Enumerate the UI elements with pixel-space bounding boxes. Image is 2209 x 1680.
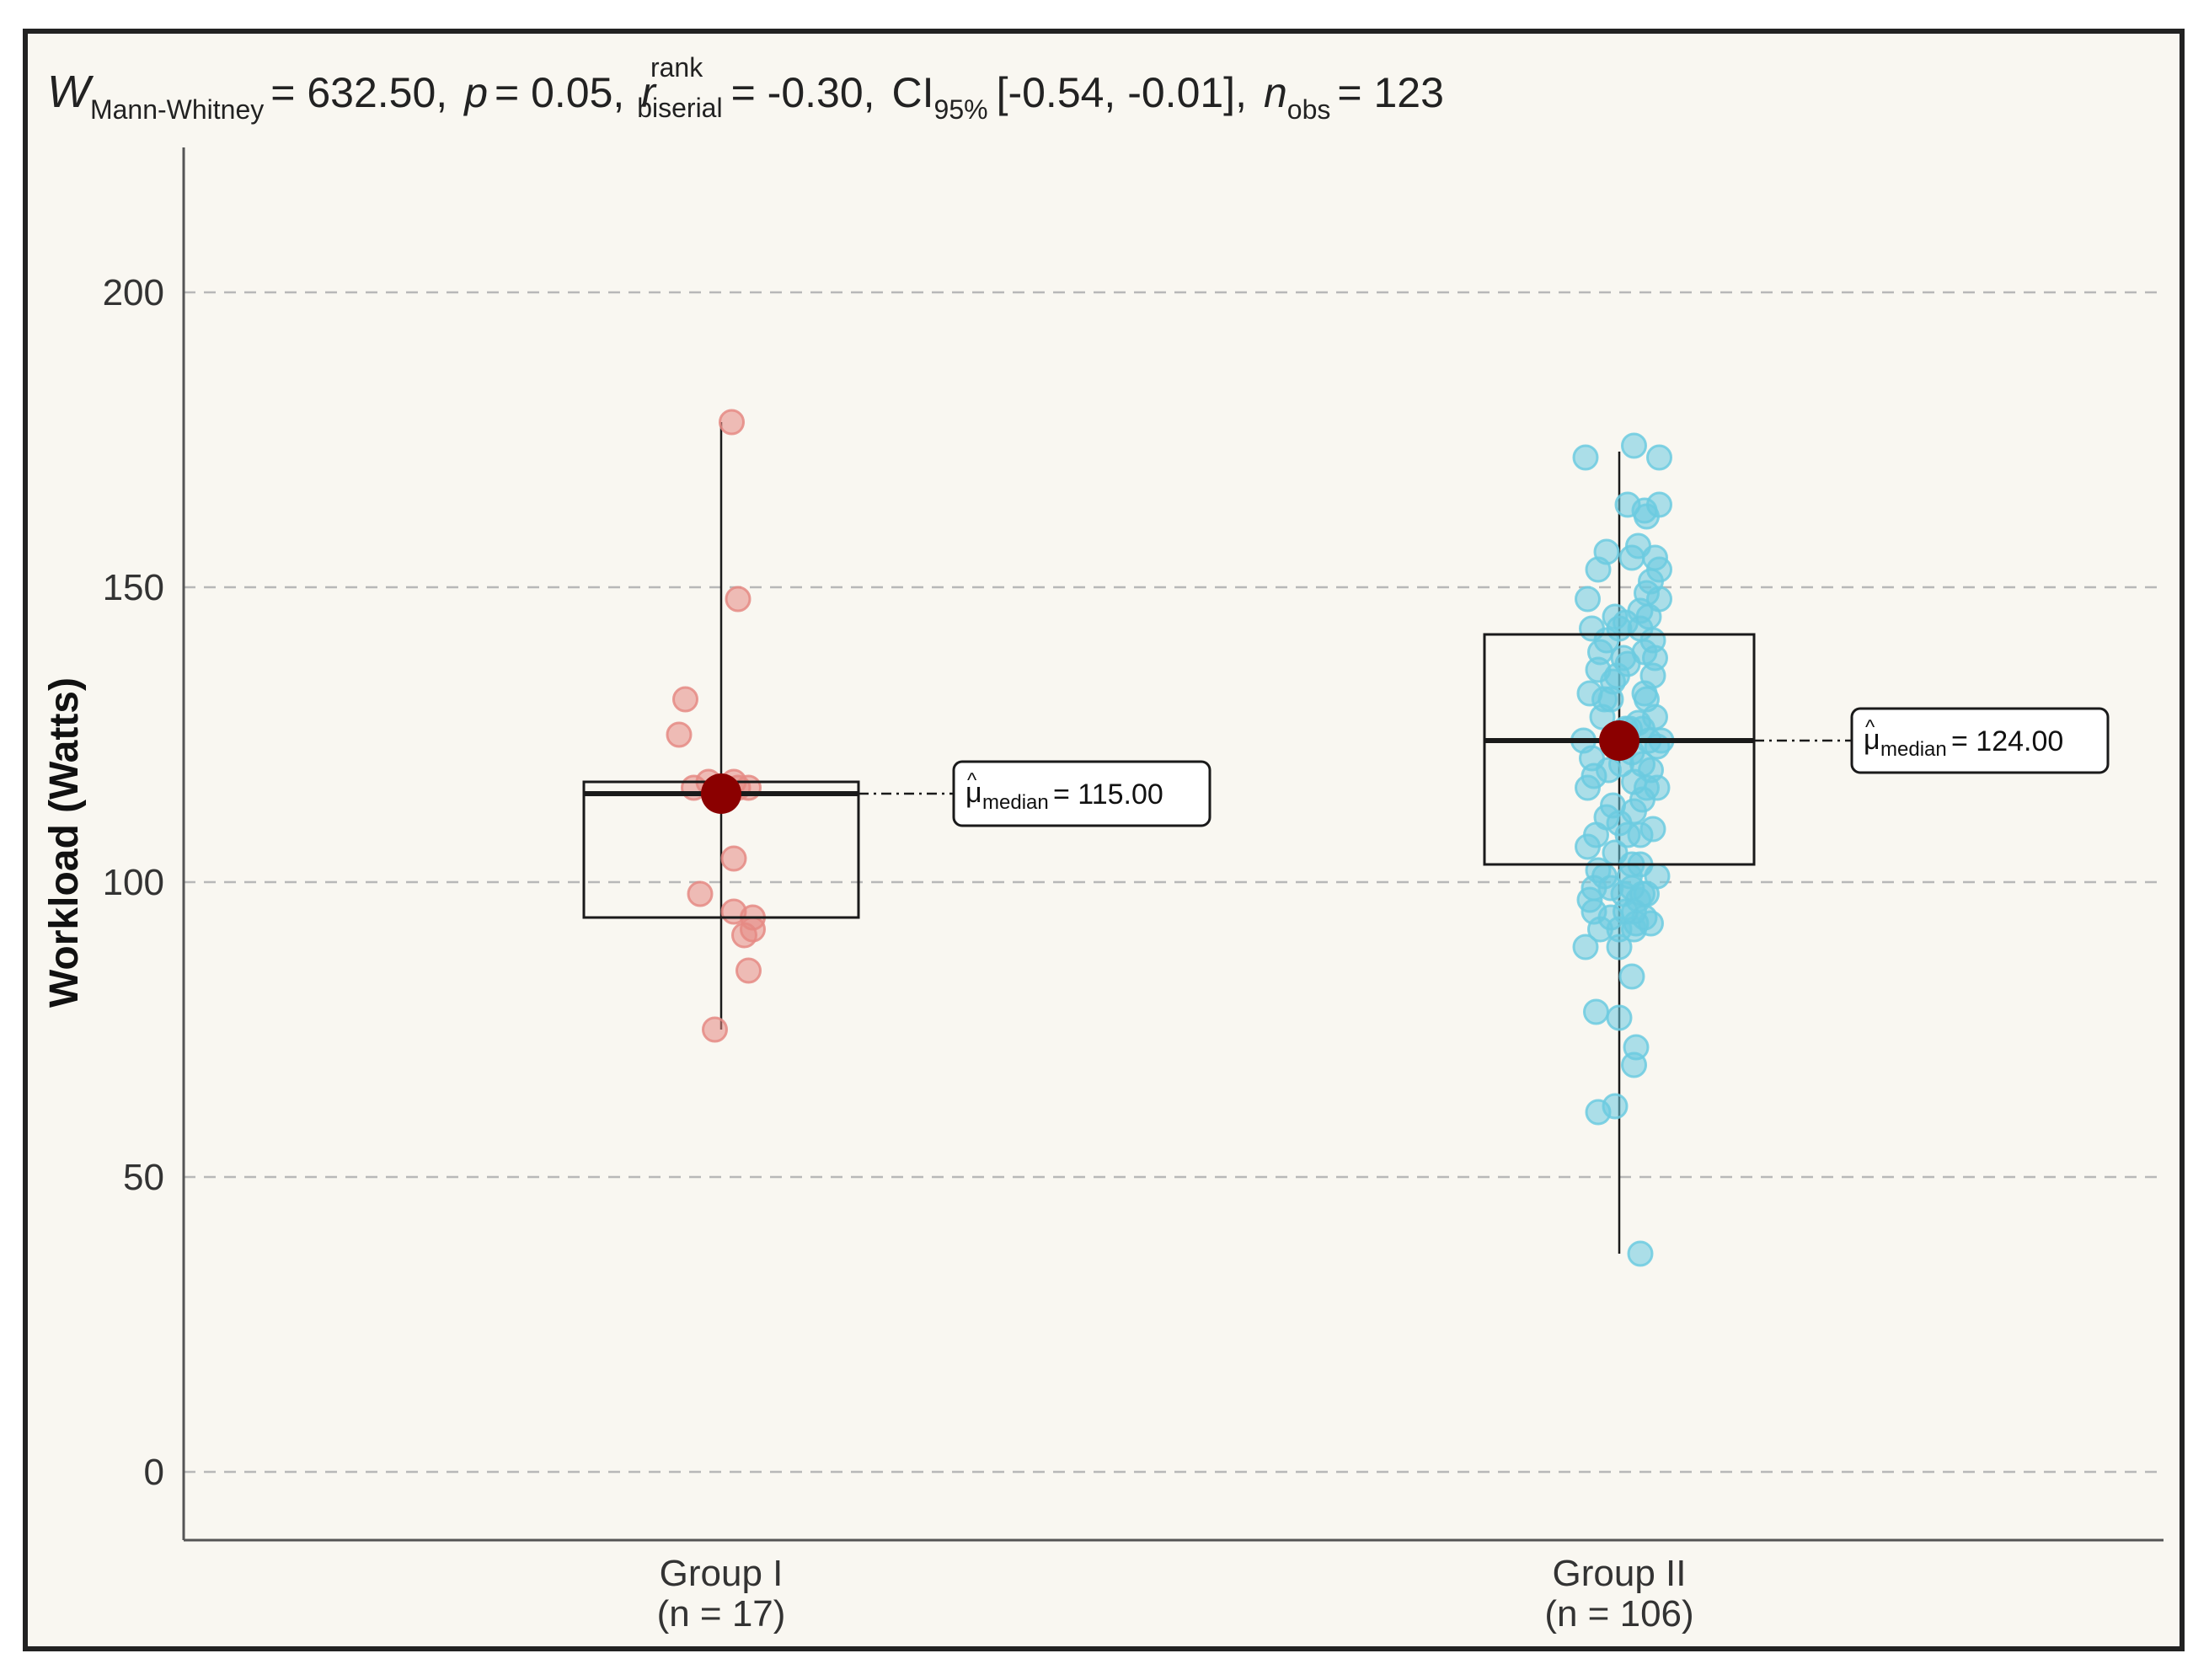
group-2-category-label: Group II [1553, 1553, 1687, 1594]
group-2-point-77 [1583, 998, 1609, 1025]
stat-n-symbol: n [1264, 69, 1287, 116]
group-1-n-label: (n = 17) [657, 1593, 786, 1635]
y-tick-labels: 0 50 100 150 200 [103, 272, 164, 1493]
group-2-point-44 [1575, 774, 1601, 801]
group-2-point-74 [1572, 934, 1599, 960]
y-tick-label-150: 150 [103, 567, 164, 608]
group-1: μ^median = 115.00 Group I(n = 17) [582, 409, 1211, 1635]
group-1-point-8 [720, 845, 747, 872]
group-2-point-3 [1646, 444, 1672, 471]
group-2-point-100 [1627, 597, 1654, 624]
stat-r-symbol: r [641, 69, 657, 116]
stat-ci-subscript: 95% [934, 94, 988, 125]
group-2-point-104 [1644, 774, 1671, 801]
group-2-point-105 [1575, 833, 1601, 860]
group-2-label-value: = 124.00 [1951, 725, 2063, 757]
group-2-point-48 [1621, 798, 1647, 825]
group-1-label-box [952, 760, 1211, 827]
group-2-point-75 [1606, 934, 1633, 960]
group-2-point-90 [1587, 639, 1613, 666]
group-1-point-4 [666, 721, 693, 748]
stat-w-subscript: Mann-Whitney [90, 94, 264, 125]
group-2-point-99 [1610, 880, 1637, 907]
group-1-label-subscript: median [982, 791, 1049, 814]
group-2-point-89 [1625, 532, 1651, 559]
stat-r-superscript: rank [650, 52, 703, 83]
group-2-box [1483, 633, 1756, 866]
panel-background [23, 29, 2185, 1651]
group-1-label-mu: μ [965, 777, 982, 809]
group-2-label-mu: μ [1864, 724, 1880, 756]
group-2: μ^median = 124.00 Group II(n = 106) [1483, 432, 2110, 1635]
y-axis-title: Workload (Watts) [42, 677, 87, 1008]
group-2-label-subscript: median [1880, 738, 1947, 761]
group-2-point-78 [1606, 1004, 1633, 1031]
group-1-point-13 [731, 922, 757, 949]
group-2-point-80 [1621, 1051, 1647, 1078]
group-2-median-dot [1599, 720, 1639, 761]
group-1-point-15 [702, 1016, 728, 1043]
group-2-point-91 [1631, 639, 1658, 666]
group-1-point-14 [735, 957, 762, 984]
group-2-point-96 [1639, 816, 1666, 843]
stat-ci-symbol: CI [892, 69, 934, 116]
group-1-median-dot [701, 773, 741, 814]
stat-ci-value: [-0.54, -0.01], [997, 69, 1247, 116]
statistics-title: WMann-Whitney = 632.50, p = 0.05, rrank biser… [47, 52, 1444, 125]
group-2-point-95 [1593, 804, 1620, 831]
group-1-point-3 [672, 686, 698, 713]
group-2-point-9 [1585, 556, 1612, 583]
y-tick-label-50: 50 [123, 1157, 164, 1198]
group-2-label-hat: ^ [1865, 716, 1875, 739]
group-2-n-label: (n = 106) [1544, 1593, 1693, 1635]
stat-n-value: = 123 [1337, 69, 1444, 116]
group-1-point-2 [725, 586, 751, 613]
stat-p-value: = 0.05, [495, 69, 624, 116]
y-tick-label-0: 0 [144, 1452, 164, 1493]
group-2-point-76 [1618, 963, 1645, 990]
group-2-point-101 [1596, 757, 1622, 784]
group-1-label-hat: ^ [967, 769, 977, 792]
grid-lines [184, 291, 2164, 1474]
stat-r-value: = -0.30, [731, 69, 875, 116]
group-1-point-1 [719, 409, 745, 436]
stat-w-symbol: W [47, 67, 94, 117]
group-2-point-83 [1627, 1240, 1654, 1267]
group-2-point-88 [1602, 603, 1629, 630]
group-1-point-9 [687, 880, 714, 907]
group-2-point-82 [1602, 1093, 1629, 1120]
group-2-label-box [1850, 707, 2110, 774]
stat-w-value: = 632.50, [270, 69, 447, 116]
group-2-point-2 [1621, 432, 1647, 459]
group-2-point-98 [1585, 857, 1612, 884]
stat-p-symbol: p [463, 69, 488, 116]
y-tick-label-200: 200 [103, 272, 164, 313]
y-tick-label-100: 100 [103, 862, 164, 903]
group-2-point-103 [1604, 662, 1630, 689]
group-1-category-label: Group I [660, 1553, 784, 1594]
group-2-point-7 [1634, 503, 1660, 530]
group-2-point-13 [1646, 556, 1672, 583]
group-1-label-value: = 115.00 [1053, 778, 1163, 811]
stat-r-subscript: biserial [637, 93, 722, 123]
group-2-point-1 [1572, 444, 1599, 471]
group-2-point-85 [1589, 704, 1616, 730]
group-2-point-106 [1631, 680, 1658, 707]
group-2-point-14 [1575, 586, 1601, 613]
stat-n-subscript: obs [1287, 94, 1331, 125]
